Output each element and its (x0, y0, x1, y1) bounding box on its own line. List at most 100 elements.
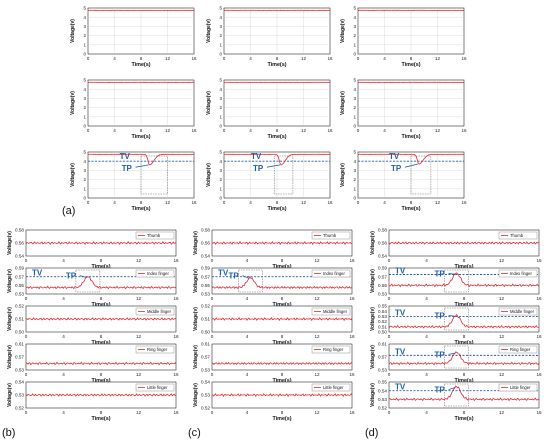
x-tick-label: 4 (425, 410, 428, 415)
x-tick-label: 0 (223, 200, 226, 205)
x-tick-label: 16 (349, 334, 355, 339)
y-axis-label: Voltage(v) (193, 231, 199, 255)
panel-label-a: (a) (62, 205, 75, 217)
x-axis-label: Time(s) (91, 378, 110, 384)
x-tick-label: 16 (173, 410, 179, 415)
legend-box (311, 383, 351, 392)
y-tick-label: 0.55 (378, 380, 387, 385)
y-tick-label: 4 (219, 87, 222, 92)
x-tick-label: 8 (100, 296, 103, 301)
y-tick-label: 0.58 (378, 228, 387, 233)
x-tick-label: 4 (383, 128, 386, 133)
y-tick-label: 0 (83, 196, 86, 201)
y-tick-label: 0 (83, 52, 86, 57)
x-tick-label: 8 (140, 128, 143, 133)
y-tick-label: 5 (83, 6, 86, 11)
x-tick-label: 0 (211, 258, 214, 263)
x-tick-label: 0 (388, 372, 391, 377)
legend-entry: Middle finger (510, 309, 535, 314)
x-tick-label: 12 (301, 200, 307, 205)
x-tick-label: 12 (136, 334, 142, 339)
x-axis-label: Time(s) (272, 302, 291, 308)
x-tick-label: 4 (425, 296, 428, 301)
legend-entry: Ring finger (510, 347, 531, 352)
x-tick-label: 16 (191, 56, 197, 61)
y-tick-label: 1 (353, 42, 356, 47)
panel-d-subplot-3: 0 4 8 12 16 0.500.510.520.530.540.55 Time(s) Vo… (370, 304, 542, 346)
y-tick-label: 0.53 (201, 393, 210, 398)
y-tick-label: 2 (83, 177, 86, 182)
y-tick-label: 0.56 (378, 241, 387, 246)
x-tick-label: 0 (25, 258, 28, 263)
highlight-window (444, 269, 469, 293)
tp-label: TP (435, 350, 446, 359)
x-tick-label: 12 (314, 296, 320, 301)
tp-arrow (79, 275, 87, 279)
x-tick-label: 8 (463, 410, 466, 415)
y-tick-label: 0.53 (15, 292, 24, 297)
y-tick-label: 2 (219, 105, 222, 110)
x-tick-label: 0 (25, 372, 28, 377)
legend-box (311, 269, 351, 278)
tv-label: TV (389, 152, 400, 161)
y-tick-label: 0.53 (201, 368, 210, 373)
y-tick-label: 0.57 (15, 355, 24, 360)
x-tick-label: 16 (173, 334, 179, 339)
x-tick-label: 8 (281, 258, 284, 263)
x-tick-label: 4 (246, 258, 249, 263)
y-tick-label: 0.52 (378, 319, 387, 324)
x-tick-label: 0 (211, 410, 214, 415)
tv-label: TV (218, 269, 229, 278)
x-tick-label: 16 (536, 258, 542, 263)
x-tick-label: 16 (349, 372, 355, 377)
tp-arrow (448, 352, 456, 355)
tp-label: TP (391, 164, 402, 173)
panel-label-c: (c) (188, 427, 201, 439)
x-tick-label: 12 (314, 334, 320, 339)
y-tick-label: 5 (353, 78, 356, 83)
y-tick-label: 0.57 (378, 274, 387, 279)
x-tick-label: 0 (87, 128, 90, 133)
y-axis-label: Voltage(v) (7, 269, 13, 293)
panel-c-subplot-3: 0 4 8 12 16 0.50 0.51 0.52 Time(s) Voltage(v) Midd… (193, 304, 355, 346)
tp-label: TP (435, 386, 446, 395)
tp-arrow (404, 163, 419, 168)
x-tick-label: 16 (536, 410, 542, 415)
signal-line (211, 361, 353, 366)
y-tick-label: 0.54 (378, 254, 387, 259)
y-tick-label: 3 (219, 96, 222, 101)
x-tick-label: 8 (410, 56, 413, 61)
highlight-window (238, 269, 263, 293)
y-tick-label: 0.51 (15, 317, 24, 322)
y-tick-label: 4 (219, 159, 222, 164)
x-tick-label: 16 (327, 56, 333, 61)
x-tick-label: 12 (301, 128, 307, 133)
x-axis-label: Time(s) (272, 378, 291, 384)
signal-line (388, 351, 540, 366)
tv-label: TV (395, 267, 406, 276)
y-tick-label: 4 (353, 15, 356, 20)
x-tick-label: 4 (246, 410, 249, 415)
panel-b-subplot-5: 0 4 8 12 16 0.52 0.53 0.54 Time(s) Voltage(v) Litt… (7, 380, 179, 422)
x-tick-label: 4 (62, 334, 65, 339)
y-axis-label: Voltage(v) (206, 163, 212, 187)
x-tick-label: 0 (25, 296, 28, 301)
tv-label: TV (395, 383, 406, 392)
y-tick-label: 4 (83, 159, 86, 164)
tv-label: TV (251, 152, 262, 161)
legend-entry: Thumb (323, 233, 337, 238)
legend-entry: Little finger (323, 385, 344, 390)
x-tick-label: 8 (281, 410, 284, 415)
x-tick-label: 12 (314, 410, 320, 415)
x-tick-label: 16 (327, 128, 333, 133)
x-tick-label: 12 (136, 410, 142, 415)
y-tick-label: 2 (219, 33, 222, 38)
x-tick-label: 4 (246, 334, 249, 339)
x-tick-label: 8 (410, 128, 413, 133)
x-tick-label: 12 (499, 296, 505, 301)
y-tick-label: 0.52 (201, 304, 210, 309)
